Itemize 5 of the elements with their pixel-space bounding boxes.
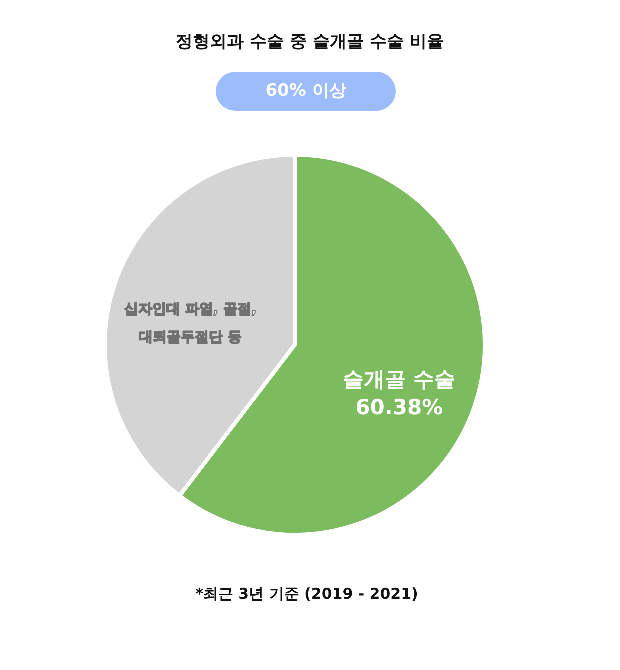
slice-label: 슬개골 수술 [343, 367, 456, 392]
text: *최근 3년 기준 (2019 - 2021) [194, 585, 420, 604]
slice-label: 십자인대 파열, 골절, 대퇴골두절단 등 [124, 302, 257, 346]
data-label: 60.38% [356, 395, 444, 420]
chart-title: 정형외과 수술 중 슬개골 수술 비율 [175, 31, 445, 53]
